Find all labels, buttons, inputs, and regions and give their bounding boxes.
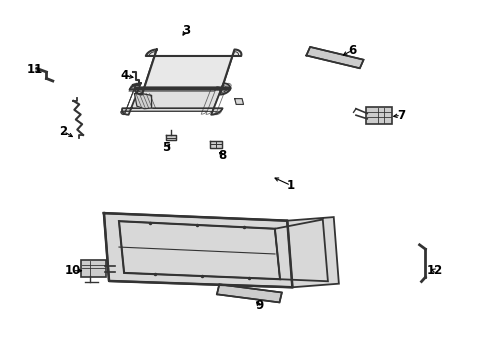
PathPatch shape (104, 213, 292, 287)
Text: 12: 12 (426, 264, 443, 277)
Text: 3: 3 (182, 24, 189, 37)
Text: 1: 1 (286, 179, 294, 192)
Text: 5: 5 (162, 141, 170, 154)
Polygon shape (134, 94, 151, 109)
Text: 9: 9 (255, 299, 263, 312)
Polygon shape (135, 49, 241, 94)
Text: 4: 4 (121, 69, 128, 82)
Polygon shape (217, 284, 281, 302)
Text: 6: 6 (347, 44, 355, 57)
Text: 2: 2 (60, 125, 67, 138)
PathPatch shape (274, 217, 338, 287)
Polygon shape (122, 83, 230, 115)
Polygon shape (166, 135, 176, 140)
FancyBboxPatch shape (366, 107, 391, 124)
Polygon shape (305, 47, 363, 68)
FancyBboxPatch shape (81, 260, 106, 277)
Polygon shape (234, 99, 243, 104)
Polygon shape (210, 141, 222, 148)
Text: 10: 10 (64, 264, 81, 277)
Text: 11: 11 (27, 63, 43, 76)
Text: 7: 7 (396, 109, 404, 122)
Text: 8: 8 (218, 149, 226, 162)
